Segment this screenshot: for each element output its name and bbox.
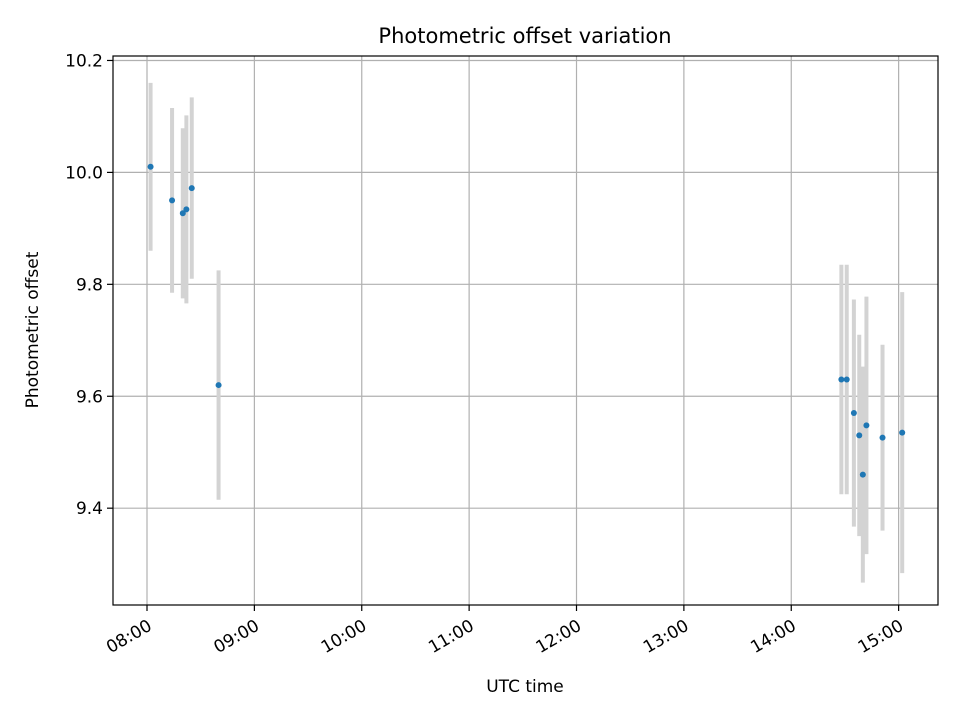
x-tick-label: 15:00: [855, 616, 907, 658]
data-point: [188, 185, 195, 192]
data-point: [899, 429, 906, 436]
x-tick-label: 09:00: [210, 616, 262, 658]
y-tick-label: 10.2: [65, 51, 103, 71]
data-point: [859, 471, 866, 478]
grid: [113, 56, 938, 605]
data-point: [179, 210, 186, 217]
data-point: [183, 206, 190, 213]
data-point: [863, 422, 870, 429]
data-point: [856, 432, 863, 439]
chart-title: Photometric offset variation: [378, 24, 671, 48]
x-tick-label: 10:00: [318, 616, 370, 658]
x-tick-label: 12:00: [533, 616, 585, 658]
data-point: [169, 197, 176, 204]
data-points: [147, 163, 906, 478]
data-point: [147, 163, 154, 170]
data-point: [838, 376, 845, 383]
plot-frame: [112, 55, 939, 606]
x-tick-label: 14:00: [747, 616, 799, 658]
data-point: [850, 410, 857, 417]
x-tick-label: 08:00: [103, 616, 155, 658]
data-point: [843, 376, 850, 383]
data-point: [879, 434, 886, 441]
y-tick-label: 9.4: [76, 499, 103, 519]
y-tick-label: 10.0: [65, 163, 103, 183]
x-axis-label: UTC time: [486, 677, 564, 697]
y-axis: 9.4 9.6 9.8 10.0 10.2: [65, 51, 113, 519]
x-tick-label: 13:00: [640, 616, 692, 658]
y-axis-label: Photometric offset: [23, 251, 43, 408]
data-point: [215, 382, 222, 389]
x-axis: 08:00 09:00 10:00 11:00 12:00 13:00 14:00 15:00: [103, 605, 907, 658]
y-tick-label: 9.8: [76, 275, 103, 295]
x-tick-label: 11:00: [425, 616, 477, 658]
y-tick-label: 9.6: [76, 387, 103, 407]
